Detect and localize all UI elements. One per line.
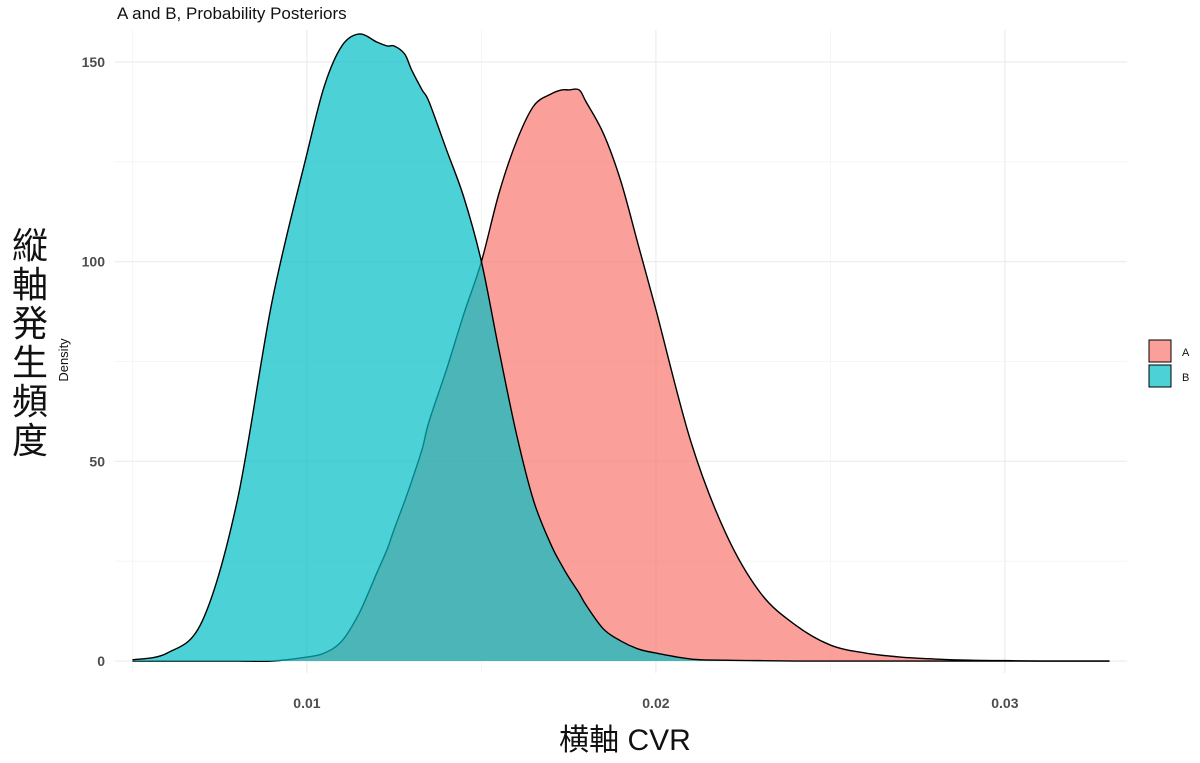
legend-label-b: B <box>1182 372 1189 384</box>
x-axis-label: 横軸 CVR <box>559 724 691 757</box>
y-tick-label: 50 <box>89 453 105 469</box>
x-tick-label: 0.03 <box>991 695 1018 711</box>
density-area-a <box>132 89 1110 662</box>
chart-title: A and B, Probability Posteriors <box>117 4 347 23</box>
legend-key-b <box>1148 364 1172 388</box>
y-tick-label: 0 <box>97 653 105 669</box>
x-tick-label: 0.01 <box>293 695 320 711</box>
legend-label-a: A <box>1182 347 1190 359</box>
legend: AB <box>1148 339 1190 388</box>
x-tick-label: 0.02 <box>642 695 669 711</box>
legend-key-a <box>1148 339 1172 363</box>
y-axis-label: Density <box>56 338 71 382</box>
y-axis-label-japanese: 縦軸発生頻度 <box>12 225 48 461</box>
density-area-b <box>132 33 1110 662</box>
x-tick-labels: 0.01 0.02 0.03 <box>293 695 1018 711</box>
y-tick-label: 150 <box>82 54 106 70</box>
y-tick-label: 100 <box>82 254 106 270</box>
density-line-b <box>132 33 1110 662</box>
density-areas <box>132 33 1110 663</box>
y-tick-labels: 0 50 100 150 <box>82 54 106 669</box>
